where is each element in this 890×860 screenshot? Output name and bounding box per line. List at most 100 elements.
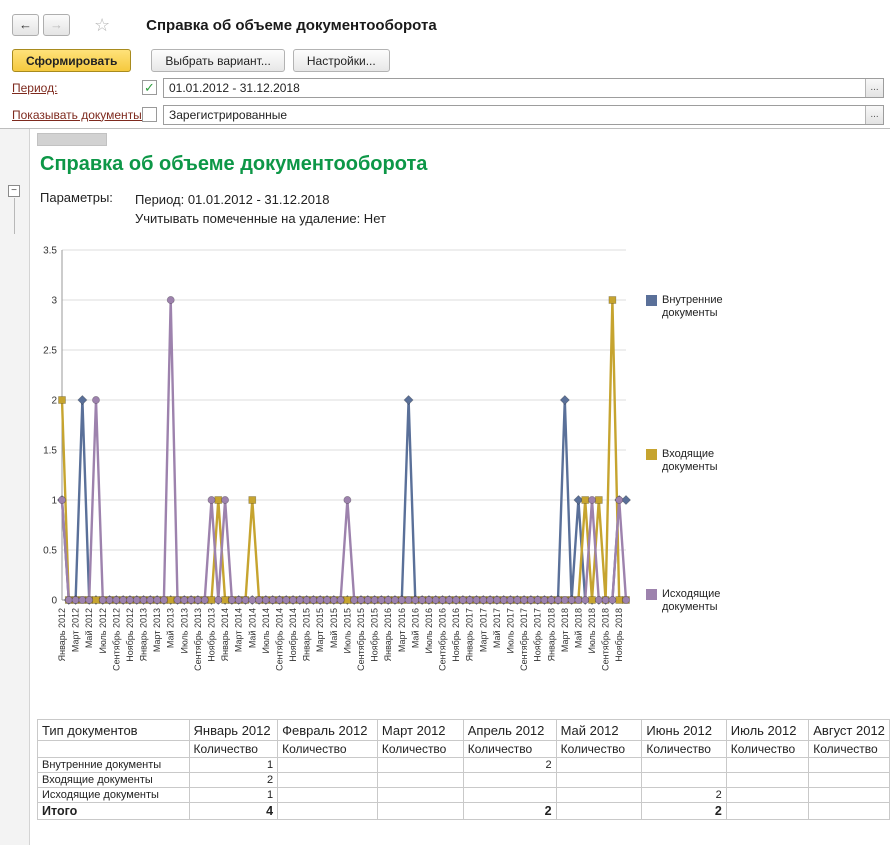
- column-header-month: Февраль 2012: [278, 720, 378, 741]
- svg-text:3.5: 3.5: [43, 246, 57, 257]
- generate-button[interactable]: Сформировать: [12, 49, 131, 72]
- value-cell: [377, 803, 463, 820]
- value-cell: [642, 773, 726, 788]
- column-header-month: Июль 2012: [726, 720, 808, 741]
- svg-text:Март 2017: Март 2017: [478, 608, 488, 652]
- legend-item-incoming: Входящие документы: [646, 448, 736, 474]
- report-table: Тип документовЯнварь 2012Февраль 2012Мар…: [37, 719, 890, 820]
- report-corner-cell: [37, 133, 107, 146]
- choose-variant-button[interactable]: Выбрать вариант...: [151, 49, 284, 72]
- value-cell: [377, 773, 463, 788]
- show-documents-choose-button[interactable]: ...: [865, 106, 883, 124]
- period-label[interactable]: Период:: [12, 81, 136, 95]
- period-checkbox[interactable]: ✓: [142, 80, 157, 95]
- table-row: Исходящие документы12: [38, 788, 890, 803]
- svg-text:Июль 2017: Июль 2017: [505, 608, 515, 653]
- svg-text:Январь 2013: Январь 2013: [139, 608, 149, 661]
- svg-text:Январь 2012: Январь 2012: [57, 608, 67, 661]
- subheader-quantity: Количество: [726, 741, 808, 758]
- favorite-star-icon[interactable]: ☆: [94, 15, 110, 36]
- column-header-month: Май 2012: [556, 720, 642, 741]
- svg-text:Май 2012: Май 2012: [84, 608, 94, 648]
- show-documents-checkbox[interactable]: [142, 107, 157, 122]
- svg-text:Ноябрь 2015: Ноябрь 2015: [370, 608, 380, 662]
- row-name-cell: Исходящие документы: [38, 788, 190, 803]
- svg-text:Июль 2013: Июль 2013: [179, 608, 189, 653]
- toolbar: Сформировать Выбрать вариант... Настройк…: [0, 42, 890, 74]
- column-header-month: Август 2012: [809, 720, 890, 741]
- svg-text:Ноябрь 2018: Ноябрь 2018: [614, 608, 624, 662]
- value-cell: 2: [463, 758, 556, 773]
- value-cell: [463, 773, 556, 788]
- svg-text:Ноябрь 2012: Ноябрь 2012: [125, 608, 135, 662]
- value-cell: 1: [189, 758, 278, 773]
- subheader-quantity: Количество: [809, 741, 890, 758]
- svg-text:Январь 2017: Январь 2017: [465, 608, 475, 661]
- svg-text:Март 2016: Март 2016: [397, 608, 407, 652]
- svg-text:Сентябрь 2016: Сентябрь 2016: [438, 608, 448, 671]
- svg-text:Сентябрь 2017: Сентябрь 2017: [519, 608, 529, 671]
- svg-text:Сентябрь 2018: Сентябрь 2018: [601, 608, 611, 671]
- legend-label-incoming: Входящие документы: [662, 448, 732, 474]
- svg-text:2.5: 2.5: [43, 346, 57, 357]
- period-filter-row: Период: ✓ ...: [0, 74, 890, 101]
- value-cell: [278, 773, 378, 788]
- value-cell: [726, 803, 808, 820]
- svg-text:Ноябрь 2014: Ноябрь 2014: [288, 608, 298, 662]
- chart-canvas: 00.511.522.533.5Январь 2012Март 2012Май …: [34, 236, 879, 691]
- svg-text:Сентябрь 2013: Сентябрь 2013: [193, 608, 203, 671]
- legend-swatch-outgoing: [646, 589, 657, 600]
- svg-text:Май 2014: Май 2014: [247, 608, 257, 648]
- svg-text:Май 2018: Май 2018: [573, 608, 583, 648]
- svg-text:2: 2: [51, 396, 57, 407]
- svg-text:Март 2012: Март 2012: [71, 608, 81, 652]
- period-field: ...: [163, 78, 884, 98]
- forward-button[interactable]: →: [43, 14, 70, 36]
- value-cell: [463, 788, 556, 803]
- param-deleted: Учитывать помеченные на удаление: Нет: [135, 209, 386, 228]
- report-content: Справка об объеме документооборота Парам…: [30, 129, 890, 845]
- forward-arrow-icon: →: [50, 17, 63, 32]
- value-cell: [377, 788, 463, 803]
- subheader-quantity: Количество: [189, 741, 278, 758]
- svg-text:Январь 2014: Январь 2014: [220, 608, 230, 661]
- period-input[interactable]: [164, 79, 865, 97]
- svg-text:Июль 2014: Июль 2014: [261, 608, 271, 653]
- svg-text:Июль 2018: Июль 2018: [587, 608, 597, 653]
- value-cell: [556, 758, 642, 773]
- svg-text:Июль 2016: Июль 2016: [424, 608, 434, 653]
- value-cell: [809, 773, 890, 788]
- row-name-cell: Внутренние документы: [38, 758, 190, 773]
- svg-text:Май 2016: Май 2016: [410, 608, 420, 648]
- row-name-cell: Входящие документы: [38, 773, 190, 788]
- show-documents-label[interactable]: Показывать документы:: [12, 108, 136, 122]
- svg-text:Январь 2018: Январь 2018: [546, 608, 556, 661]
- value-cell: [377, 758, 463, 773]
- legend-swatch-incoming: [646, 449, 657, 460]
- value-cell: 2: [189, 773, 278, 788]
- collapse-group-button[interactable]: −: [8, 185, 20, 197]
- show-documents-field: ...: [163, 105, 884, 125]
- value-cell: [809, 803, 890, 820]
- svg-text:Март 2014: Март 2014: [234, 608, 244, 652]
- svg-text:0.5: 0.5: [43, 546, 57, 557]
- value-cell: 2: [463, 803, 556, 820]
- report-parameters: Параметры: Период: 01.01.2012 - 31.12.20…: [40, 190, 890, 228]
- settings-button[interactable]: Настройки...: [293, 49, 390, 72]
- svg-text:Май 2013: Май 2013: [166, 608, 176, 648]
- param-period: Период: 01.01.2012 - 31.12.2018: [135, 190, 386, 209]
- legend-swatch-internal: [646, 295, 657, 306]
- value-cell: [642, 758, 726, 773]
- report-area: − Справка об объеме документооборота Пар…: [0, 128, 890, 845]
- check-icon: ✓: [144, 81, 155, 94]
- period-choose-button[interactable]: ...: [865, 79, 883, 97]
- svg-text:Июль 2015: Июль 2015: [342, 608, 352, 653]
- svg-text:0: 0: [51, 596, 57, 607]
- value-cell: 1: [189, 788, 278, 803]
- report-title: Справка об объеме документооборота: [40, 153, 890, 176]
- show-documents-input[interactable]: [164, 106, 865, 124]
- back-button[interactable]: ←: [12, 14, 39, 36]
- subheader-quantity: Количество: [278, 741, 378, 758]
- value-cell: [726, 773, 808, 788]
- column-header-month: Июнь 2012: [642, 720, 726, 741]
